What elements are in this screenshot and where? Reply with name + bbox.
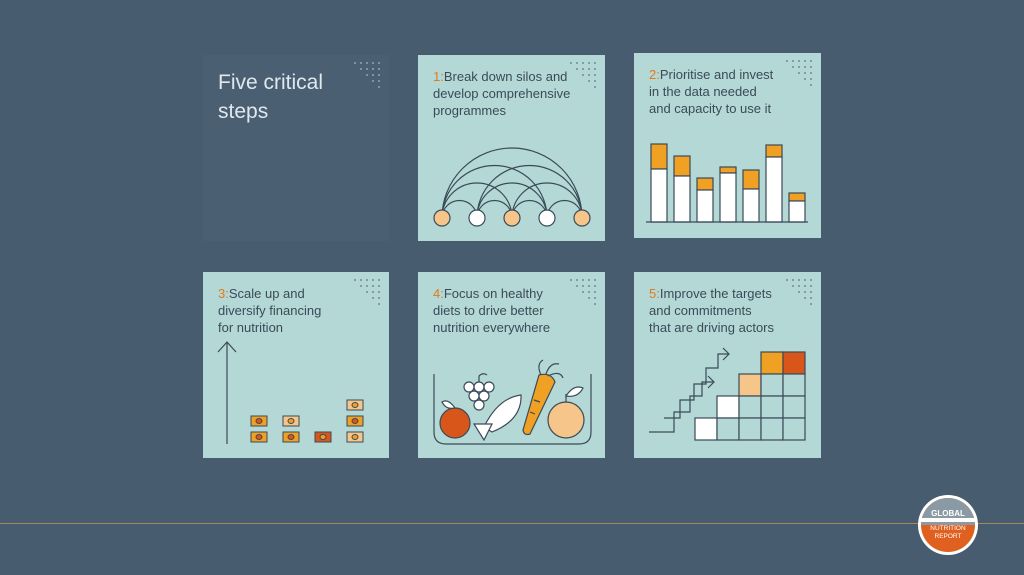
step-4-text: Focus on healthy diets to drive better n… bbox=[433, 286, 551, 335]
step-5-title: 5:Improve the targets and commitments th… bbox=[649, 285, 807, 336]
dot-pattern-icon bbox=[354, 62, 380, 88]
step-4-number: 4: bbox=[433, 286, 444, 301]
dot-pattern-icon bbox=[570, 279, 596, 305]
footer-divider bbox=[0, 523, 1024, 524]
step-2-title: 2:Prioritise and invest in the data need… bbox=[649, 66, 807, 117]
step-card-2: 2:Prioritise and invest in the data need… bbox=[634, 53, 821, 238]
page-title: Five critical steps bbox=[218, 71, 324, 123]
global-nutrition-report-logo: GLOBAL NUTRITION REPORT bbox=[918, 495, 978, 555]
logo-line-2: NUTRITION bbox=[930, 525, 966, 532]
step-5-number: 5: bbox=[649, 286, 660, 301]
step-1-number: 1: bbox=[433, 69, 444, 84]
network-arcs-icon bbox=[433, 147, 591, 227]
healthy-food-bowl-icon bbox=[433, 359, 592, 445]
dot-pattern-icon bbox=[786, 279, 812, 305]
step-3-text: Scale up and diversify financing for nut… bbox=[218, 286, 322, 335]
step-card-5: 5:Improve the targets and commitments th… bbox=[634, 272, 821, 458]
step-2-text: Prioritise and invest in the data needed… bbox=[649, 67, 774, 116]
dot-pattern-icon bbox=[354, 279, 380, 305]
step-1-title: 1:Break down silos and develop comprehen… bbox=[433, 68, 591, 119]
step-1-text: Break down silos and develop comprehensi… bbox=[433, 69, 571, 118]
step-card-1: 1:Break down silos and develop comprehen… bbox=[418, 55, 605, 241]
step-card-3: 3:Scale up and diversify financing for n… bbox=[203, 272, 389, 458]
step-5-text: Improve the targets and commitments that… bbox=[649, 286, 775, 335]
title-card: Five critical steps bbox=[203, 55, 389, 241]
bar-chart-icon bbox=[646, 143, 808, 223]
staircase-grid-icon bbox=[649, 347, 806, 441]
step-card-4: 4:Focus on healthy diets to drive better… bbox=[418, 272, 605, 458]
dot-pattern-icon bbox=[786, 60, 812, 86]
dot-pattern-icon bbox=[570, 62, 596, 88]
step-4-title: 4:Focus on healthy diets to drive better… bbox=[433, 285, 591, 336]
step-3-number: 3: bbox=[218, 286, 229, 301]
step-2-number: 2: bbox=[649, 67, 660, 82]
money-stacks-icon bbox=[217, 341, 364, 444]
logo-line-3: REPORT bbox=[935, 533, 962, 540]
step-3-title: 3:Scale up and diversify financing for n… bbox=[218, 285, 375, 336]
logo-line-1: GLOBAL bbox=[931, 509, 965, 518]
